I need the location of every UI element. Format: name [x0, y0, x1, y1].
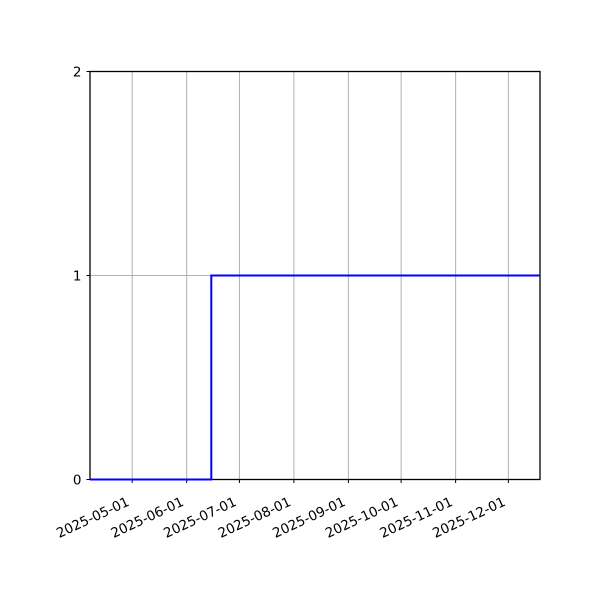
- y-tick-label: 2: [73, 65, 82, 81]
- y-tick-label: 1: [73, 269, 82, 285]
- series-line: [90, 274, 540, 481]
- y-tick-label: 0: [73, 473, 82, 489]
